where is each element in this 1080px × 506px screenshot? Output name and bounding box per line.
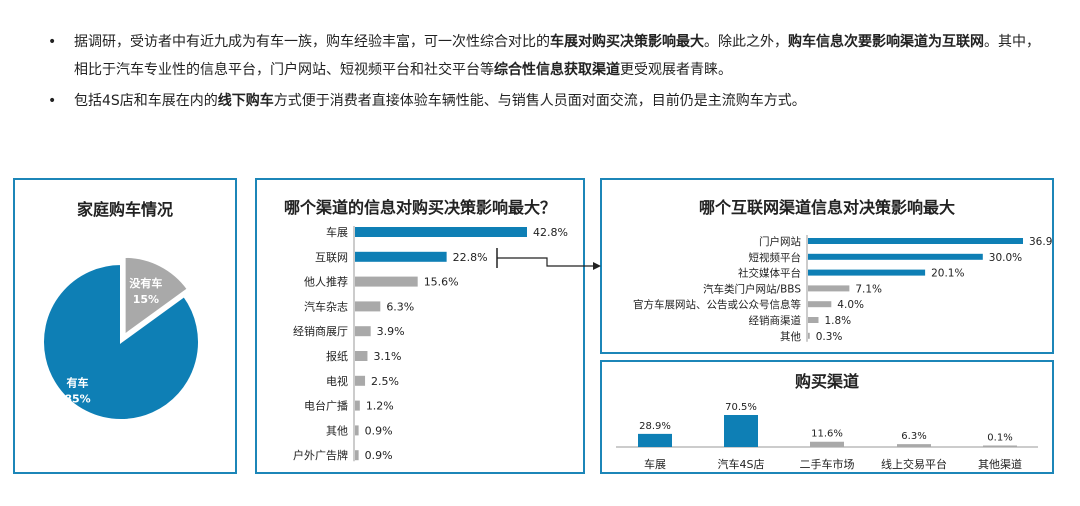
category-label: 车展 xyxy=(644,457,666,471)
category-label: 社交媒体平台 xyxy=(738,267,801,280)
category-label: 二手车市场 xyxy=(800,457,855,471)
summary-bullets: • 据调研，受访者中有近九成为有车一族，购车经验丰富，可一次性综合对比的车展对购买… xyxy=(44,28,1044,118)
bullet-text: 。除此之外， xyxy=(704,34,788,50)
bar xyxy=(983,445,1017,447)
bullet-item: • 据调研，受访者中有近九成为有车一族，购车经验丰富，可一次性综合对比的车展对购买… xyxy=(44,28,1044,84)
value-label: 36.9% xyxy=(1029,236,1052,248)
category-label: 其他 xyxy=(326,424,348,437)
bar xyxy=(355,326,371,337)
bar xyxy=(355,351,368,361)
bar xyxy=(808,269,926,276)
pie-value-label: 85% xyxy=(64,392,90,405)
value-label: 28.9% xyxy=(639,421,671,432)
bar xyxy=(355,276,418,287)
bullet-text: 。其中，相比于汽车专业性的信息平台，门户网站、短视频平台和社交平台等 xyxy=(74,34,1040,78)
category-label: 经销商展厅 xyxy=(293,324,348,338)
category-label: 汽车杂志 xyxy=(304,299,348,313)
value-label: 3.1% xyxy=(373,350,401,363)
value-label: 20.1% xyxy=(931,268,964,280)
pie-panel: 家庭购车情况 没有车 15% 有车 85% xyxy=(13,178,237,474)
value-label: 6.3% xyxy=(386,300,414,313)
channel-chart-title: 哪个渠道的信息对购买决策影响最大？ xyxy=(283,198,556,217)
purchase-chart-title: 购买渠道 xyxy=(794,372,859,391)
category-label: 他人推荐 xyxy=(304,275,348,289)
bar xyxy=(355,375,366,386)
bullet-text: 方式便于消费者直接体验车辆性能、与销售人员面对面交流，目前仍是主流购车方式。 xyxy=(273,93,806,109)
bar xyxy=(724,415,758,447)
category-label: 其他渠道 xyxy=(978,457,1022,471)
value-label: 22.8% xyxy=(453,251,488,264)
bar xyxy=(897,444,931,447)
value-label: 1.2% xyxy=(366,400,394,413)
bullet-text: 更受观展者青睐。 xyxy=(620,62,732,78)
value-label: 70.5% xyxy=(725,402,757,413)
value-label: 3.9% xyxy=(377,325,405,338)
category-label: 车展 xyxy=(326,225,348,239)
pie-value-label: 15% xyxy=(133,293,159,306)
category-label: 门户网站 xyxy=(759,235,801,248)
category-label: 其他 xyxy=(780,330,801,343)
category-label: 经销商渠道 xyxy=(749,314,802,327)
value-label: 2.5% xyxy=(371,375,399,388)
internet-chart-title: 哪个互联网渠道信息对决策影响最大 xyxy=(698,198,955,217)
bullet-item: • 包括4S店和车展在内的线下购车方式便于消费者直接体验车辆性能、与销售人员面对面… xyxy=(44,87,1044,115)
category-label: 户外广告牌 xyxy=(293,448,348,462)
channel-panel: 哪个渠道的信息对购买决策影响最大？ 车展 42.8% 互联网 22.8% 他人推荐 15.… xyxy=(255,178,585,474)
internet-channel-bar-chart: 门户网站 36.9% 短视频平台 30.0% 社交媒体平台 20.1% 汽车类门户网站/BB… xyxy=(633,235,1052,343)
value-label: 0.3% xyxy=(816,331,843,343)
internet-panel: 哪个互联网渠道信息对决策影响最大 门户网站 36.9% 短视频平台 30.0% 社交媒体… xyxy=(600,178,1054,354)
value-label: 6.3% xyxy=(901,431,926,442)
household-car-pie-chart: 没有车 15% 有车 85% xyxy=(42,255,200,421)
pie-slice-label: 没有车 xyxy=(129,276,162,290)
value-label: 4.0% xyxy=(837,299,864,311)
bar xyxy=(355,400,360,411)
category-label: 汽车4S店 xyxy=(718,457,765,471)
category-label: 短视频平台 xyxy=(749,251,802,264)
bullet-text: 包括4S店和车展在内的 xyxy=(74,93,218,109)
bullet-dot-icon: • xyxy=(48,34,57,50)
bar xyxy=(355,450,359,461)
purchase-panel: 购买渠道 28.9% 车展 70.5% 汽车4S店 11.6% 二手车市场 6.3% 线上交易… xyxy=(600,360,1054,474)
bullet-emphasis: 综合性信息获取渠道 xyxy=(494,62,620,78)
value-label: 15.6% xyxy=(424,276,459,289)
value-label: 0.1% xyxy=(987,433,1012,444)
bullet-text: 据调研，受访者中有近九成为有车一族，购车经验丰富，可一次性综合对比的 xyxy=(74,34,550,50)
value-label: 42.8% xyxy=(533,226,568,239)
value-label: 11.6% xyxy=(811,429,843,440)
bullet-dot-icon: • xyxy=(48,93,57,109)
bar xyxy=(355,227,527,237)
category-label: 电台广播 xyxy=(304,399,348,413)
bar xyxy=(808,285,850,292)
pie-slice xyxy=(42,262,200,421)
category-label: 互联网 xyxy=(315,251,348,264)
category-label: 电视 xyxy=(326,374,348,388)
bar xyxy=(638,433,672,447)
value-label: 1.8% xyxy=(824,315,851,327)
bar xyxy=(808,317,819,323)
value-label: 7.1% xyxy=(855,283,882,295)
bullet-emphasis: 线下购车 xyxy=(217,93,274,109)
bar xyxy=(808,238,1023,244)
bullet-emphasis: 购车信息次要影响渠道为互联网 xyxy=(788,34,984,50)
category-label: 汽车类门户网站/BBS xyxy=(703,282,801,295)
bar xyxy=(808,301,832,308)
bar xyxy=(355,301,381,312)
pie-slice xyxy=(123,255,190,337)
value-label: 0.9% xyxy=(365,449,393,462)
bar xyxy=(808,332,810,339)
category-label: 官方车展网站、公告或公众号信息等 xyxy=(633,298,801,311)
category-label: 报纸 xyxy=(326,349,348,363)
category-label: 线上交易平台 xyxy=(881,457,947,471)
value-label: 30.0% xyxy=(989,252,1022,264)
bullet-emphasis: 车展对购买决策影响最大 xyxy=(550,34,704,50)
pie-slice-label: 有车 xyxy=(67,375,89,389)
value-label: 0.9% xyxy=(365,424,393,437)
purchase-channel-bar-chart: 28.9% 车展 70.5% 汽车4S店 11.6% 二手车市场 6.3% 线上交易平台 0.1… xyxy=(616,402,1038,471)
bar xyxy=(808,253,983,260)
bar xyxy=(355,251,447,262)
bar xyxy=(810,441,844,447)
pie-chart-title: 家庭购车情况 xyxy=(76,200,173,219)
channel-influence-bar-chart: 车展 42.8% 互联网 22.8% 他人推荐 15.6% 汽车杂志 6.3% 经销商展厅 3.9… xyxy=(293,225,568,462)
bar xyxy=(355,425,359,436)
